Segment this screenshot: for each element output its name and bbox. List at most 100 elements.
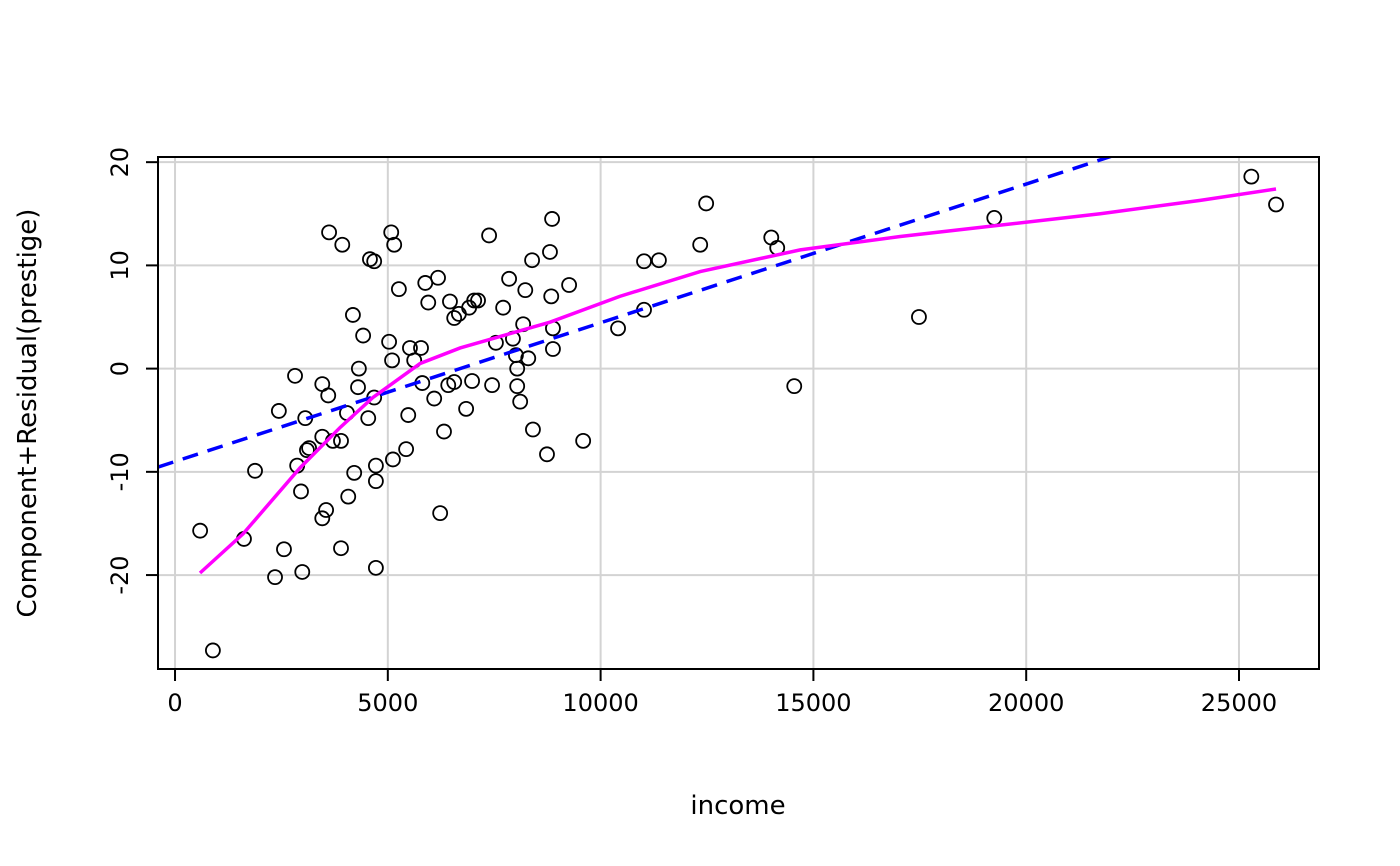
x-tick-label: 20000 [988, 689, 1064, 717]
data-point [636, 253, 652, 270]
y-tick-label: 10 [106, 250, 134, 281]
data-point [398, 441, 415, 458]
data-point [525, 421, 541, 438]
data-point [294, 564, 311, 580]
data-point [458, 400, 475, 417]
data-point [436, 423, 452, 440]
data-point [464, 373, 480, 389]
data-point [1268, 196, 1284, 213]
data-point [366, 253, 383, 270]
data-point [318, 502, 335, 518]
data-point [385, 451, 401, 468]
x-tick-label: 5000 [357, 689, 418, 717]
data-point [420, 294, 437, 311]
data-point [360, 410, 377, 427]
y-axis: -20 -10 0 10 20 [106, 147, 158, 595]
grid [158, 157, 1319, 669]
data-point [539, 446, 555, 463]
data-point [386, 236, 403, 253]
data-point [333, 540, 349, 557]
y-tick-label: -10 [106, 452, 134, 491]
data-point [293, 483, 309, 500]
points [192, 168, 1284, 659]
data-point [334, 236, 351, 253]
data-point [287, 367, 303, 384]
x-axis: 0 5000 10000 15000 20000 25000 [167, 669, 1277, 717]
data-point [1243, 168, 1260, 185]
data-point [470, 292, 486, 309]
data-point [314, 510, 331, 527]
fit-lines [158, 157, 1277, 575]
data-point [320, 387, 337, 404]
data-point [763, 229, 780, 246]
y-axis-label: Component+Residual(prestige) [13, 209, 43, 618]
data-point [495, 299, 512, 316]
data-point [345, 307, 361, 323]
data-point [446, 310, 463, 326]
data-point [446, 374, 463, 390]
data-point [509, 378, 526, 395]
data-point [267, 569, 283, 586]
plot-frame [157, 156, 1320, 670]
data-point [543, 288, 560, 305]
smooth-fit-line [198, 187, 1277, 575]
data-point [786, 378, 803, 395]
data-point [270, 403, 287, 419]
data-point [520, 350, 537, 367]
x-axis-label: income [690, 791, 785, 821]
data-point [340, 488, 357, 505]
data-point [561, 277, 578, 293]
linear-fit-line [158, 157, 1115, 469]
data-point [698, 195, 715, 212]
data-point [517, 282, 534, 299]
data-point [524, 252, 540, 269]
data-point [509, 360, 526, 377]
data-point [466, 292, 483, 309]
data-point [355, 327, 372, 344]
data-point [384, 352, 400, 369]
data-point [400, 407, 417, 423]
data-point [442, 293, 458, 310]
data-point [413, 340, 429, 356]
data-point [545, 341, 561, 357]
x-tick-label: 0 [167, 689, 182, 717]
data-point [299, 442, 315, 459]
data-point [501, 270, 518, 287]
data-point [368, 559, 384, 576]
data-point [512, 393, 529, 410]
data-point [575, 432, 592, 449]
data-point [610, 320, 626, 337]
y-tick-label: 20 [106, 147, 134, 178]
data-point [368, 473, 384, 490]
data-point [247, 462, 263, 479]
data-point [484, 377, 500, 394]
y-tick-label: -20 [106, 555, 134, 594]
data-point [544, 211, 560, 227]
data-point [192, 522, 209, 539]
data-point [426, 390, 443, 407]
data-point [390, 281, 407, 298]
data-point [381, 333, 397, 350]
x-tick-label: 15000 [775, 689, 851, 717]
data-point [346, 464, 363, 481]
data-point [301, 440, 317, 456]
data-point [430, 269, 446, 286]
data-point [911, 309, 927, 325]
data-point [432, 505, 449, 522]
data-point [488, 334, 504, 351]
data-point [333, 432, 349, 449]
x-tick-label: 10000 [562, 689, 638, 717]
y-tick-label: 0 [106, 361, 134, 376]
data-point [276, 541, 292, 558]
data-point [350, 379, 366, 396]
data-point [542, 244, 558, 260]
data-point [986, 210, 1003, 226]
data-point [205, 642, 221, 659]
x-tick-label: 25000 [1201, 689, 1277, 717]
data-point [651, 252, 667, 269]
data-point [321, 224, 337, 241]
data-point [692, 236, 709, 253]
data-point [350, 360, 367, 377]
data-point [368, 457, 384, 474]
